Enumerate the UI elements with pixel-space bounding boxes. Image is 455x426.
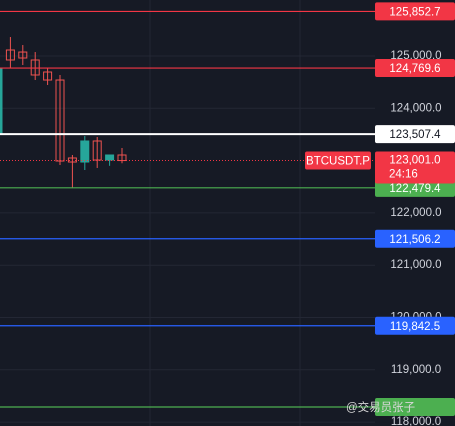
level-tag xyxy=(375,316,455,335)
y-tick-label: 124,000.0 xyxy=(390,102,441,114)
last-price-label: 123,001.0 xyxy=(389,155,440,167)
level-tag xyxy=(375,229,455,248)
symbol-label: BTCUSDT.P xyxy=(306,156,370,168)
last-price-tag xyxy=(375,151,455,184)
level-label: 125,852.7 xyxy=(389,6,440,18)
y-tick-label: 122,000.0 xyxy=(390,207,441,219)
grid-layer xyxy=(0,55,375,423)
level-label: 119,842.5 xyxy=(390,321,440,333)
y-tick-label: 121,000.0 xyxy=(390,259,441,271)
level-tag xyxy=(375,59,455,78)
candle-body xyxy=(80,140,90,163)
level-tag xyxy=(375,397,455,416)
y-tick-label: 118,000.0 xyxy=(391,416,441,426)
level-label: 122,479.4 xyxy=(389,183,441,195)
candle-body xyxy=(117,154,127,162)
level-label: 121,506.2 xyxy=(389,234,440,246)
candle-body xyxy=(67,157,77,163)
label-layer: 125,852.7 124,769.6 123,507.4 122,479.4 121,… xyxy=(305,2,455,416)
candle-body xyxy=(92,140,102,161)
y-tick-label: 119,000.0 xyxy=(391,364,441,376)
candle-body xyxy=(18,51,28,59)
candle-body xyxy=(5,49,15,61)
level-label: 123,507.4 xyxy=(389,129,441,141)
y-tick-label: 125,000.0 xyxy=(390,50,441,62)
candle-body xyxy=(43,71,53,81)
watermark: @交易员张子 xyxy=(346,400,415,414)
level-label: 124,769.6 xyxy=(389,63,440,75)
countdown-label: 24:16 xyxy=(389,169,418,181)
candle-body xyxy=(0,67,3,135)
symbol-tag xyxy=(305,151,371,170)
level-tag xyxy=(375,2,455,21)
level-tag xyxy=(375,125,455,144)
candle-body xyxy=(105,154,115,161)
